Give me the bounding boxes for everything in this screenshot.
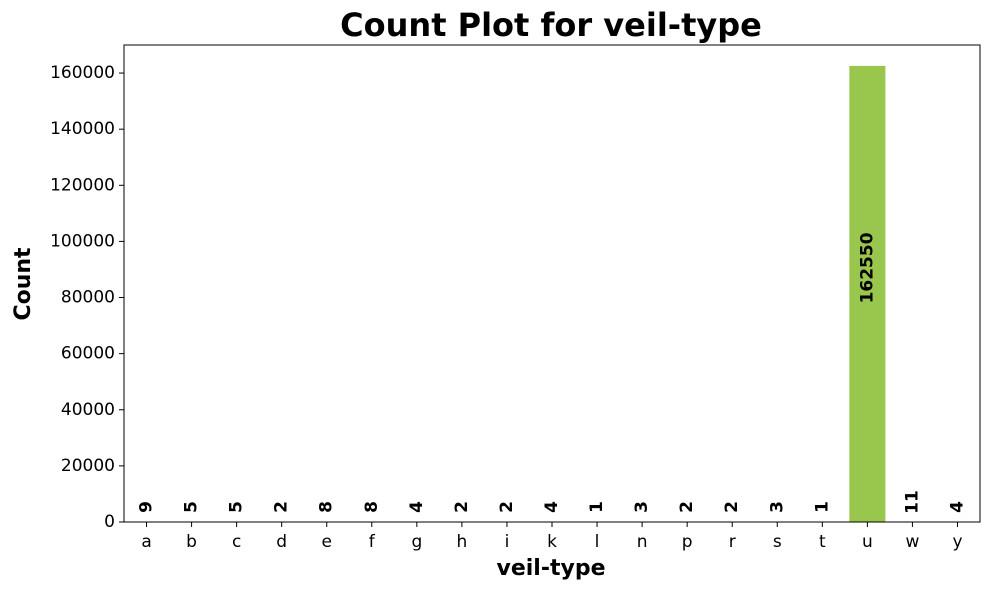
x-tick-label-y: y <box>952 532 962 552</box>
data-label-h: 2 <box>452 501 472 513</box>
y-tick-label-160000: 160000 <box>50 63 115 83</box>
data-label-u: 162550 <box>857 232 877 303</box>
data-label-a: 9 <box>137 501 157 513</box>
data-label-y: 4 <box>947 501 967 513</box>
y-tick-label-40000: 40000 <box>61 400 115 420</box>
x-tick-label-f: f <box>369 532 376 552</box>
x-tick-label-a: a <box>141 532 151 552</box>
plot-area: 9 5 5 2 8 8 4 2 2 4 1 3 2 2 3 1 162550 11 4 <box>128 65 976 523</box>
data-label-t: 1 <box>812 501 832 513</box>
data-label-f: 8 <box>362 501 382 513</box>
y-tick-label-100000: 100000 <box>50 231 115 251</box>
x-tick-label-w: w <box>905 532 919 552</box>
y-axis-label: Count <box>11 247 36 321</box>
x-tick-label-n: n <box>637 532 648 552</box>
data-label-b: 5 <box>182 501 202 513</box>
data-label-g: 4 <box>407 501 427 513</box>
x-axis-label: veil-type <box>496 556 605 581</box>
data-label-w: 11 <box>902 490 922 514</box>
x-tick-label-t: t <box>819 532 826 552</box>
x-tick-label-l: l <box>595 532 600 552</box>
x-tick-label-b: b <box>186 532 197 552</box>
x-tick-label-c: c <box>232 532 241 552</box>
x-tick-label-h: h <box>457 532 468 552</box>
data-label-l: 1 <box>587 501 607 513</box>
x-tick-label-u: u <box>862 532 873 552</box>
y-tick-label-60000: 60000 <box>61 344 115 364</box>
x-tick-label-r: r <box>729 532 736 552</box>
data-label-e: 8 <box>317 501 337 513</box>
bar-u <box>849 65 886 523</box>
y-axis: 0 20000 40000 60000 80000 100000 120000 140000 1… <box>50 63 124 532</box>
x-tick-label-i: i <box>505 532 510 552</box>
x-tick-label-g: g <box>411 532 422 552</box>
data-label-r: 2 <box>722 501 742 513</box>
data-label-c: 5 <box>227 501 247 513</box>
x-tick-label-d: d <box>276 532 287 552</box>
data-label-n: 3 <box>632 501 652 513</box>
y-tick-label-140000: 140000 <box>50 119 115 139</box>
x-tick-label-k: k <box>547 532 557 552</box>
x-tick-label-p: p <box>682 532 693 552</box>
data-label-s: 3 <box>767 501 787 513</box>
y-tick-label-80000: 80000 <box>61 288 115 308</box>
data-label-d: 2 <box>272 501 292 513</box>
data-label-p: 2 <box>677 501 697 513</box>
x-tick-label-s: s <box>773 532 782 552</box>
y-tick-label-20000: 20000 <box>61 456 115 476</box>
x-tick-label-e: e <box>322 532 332 552</box>
y-tick-label-120000: 120000 <box>50 175 115 195</box>
y-tick-label-0: 0 <box>104 512 115 532</box>
data-label-k: 4 <box>542 501 562 513</box>
chart-title: Count Plot for veil-type <box>340 6 762 44</box>
data-label-i: 2 <box>497 501 517 513</box>
